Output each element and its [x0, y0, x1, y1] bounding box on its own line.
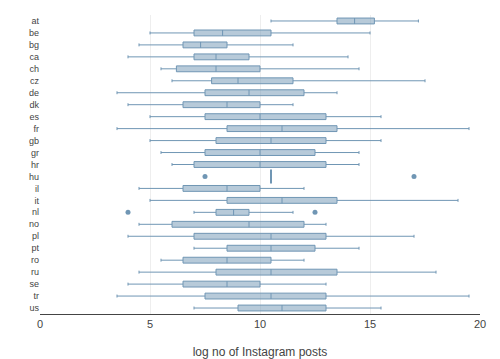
svg-text:gb: gb	[29, 136, 39, 146]
svg-text:at: at	[31, 16, 39, 26]
svg-text:se: se	[29, 279, 39, 289]
svg-text:ru: ru	[31, 267, 39, 277]
svg-text:dk: dk	[29, 100, 39, 110]
svg-text:log no of Instagram posts: log no of Instagram posts	[193, 345, 328, 359]
svg-text:pt: pt	[31, 243, 39, 253]
svg-text:5: 5	[147, 318, 153, 330]
svg-text:0: 0	[37, 318, 43, 330]
svg-text:ro: ro	[31, 255, 39, 265]
svg-text:cz: cz	[30, 76, 40, 86]
svg-text:pl: pl	[32, 231, 39, 241]
svg-text:it: it	[35, 196, 40, 206]
svg-text:fr: fr	[34, 124, 40, 134]
svg-text:ch: ch	[29, 64, 39, 74]
svg-text:us: us	[29, 303, 39, 313]
svg-text:hr: hr	[31, 160, 39, 170]
svg-text:no: no	[29, 219, 39, 229]
svg-text:bg: bg	[29, 40, 39, 50]
svg-text:gr: gr	[31, 148, 39, 158]
svg-text:es: es	[29, 112, 39, 122]
svg-text:tr: tr	[34, 291, 40, 301]
svg-text:ca: ca	[29, 52, 39, 62]
svg-text:nl: nl	[32, 207, 39, 217]
svg-text:20: 20	[474, 318, 486, 330]
svg-text:be: be	[29, 28, 39, 38]
svg-text:10: 10	[254, 318, 266, 330]
svg-text:de: de	[29, 88, 39, 98]
svg-text:15: 15	[364, 318, 376, 330]
svg-text:hu: hu	[29, 172, 39, 182]
svg-text:il: il	[35, 184, 39, 194]
